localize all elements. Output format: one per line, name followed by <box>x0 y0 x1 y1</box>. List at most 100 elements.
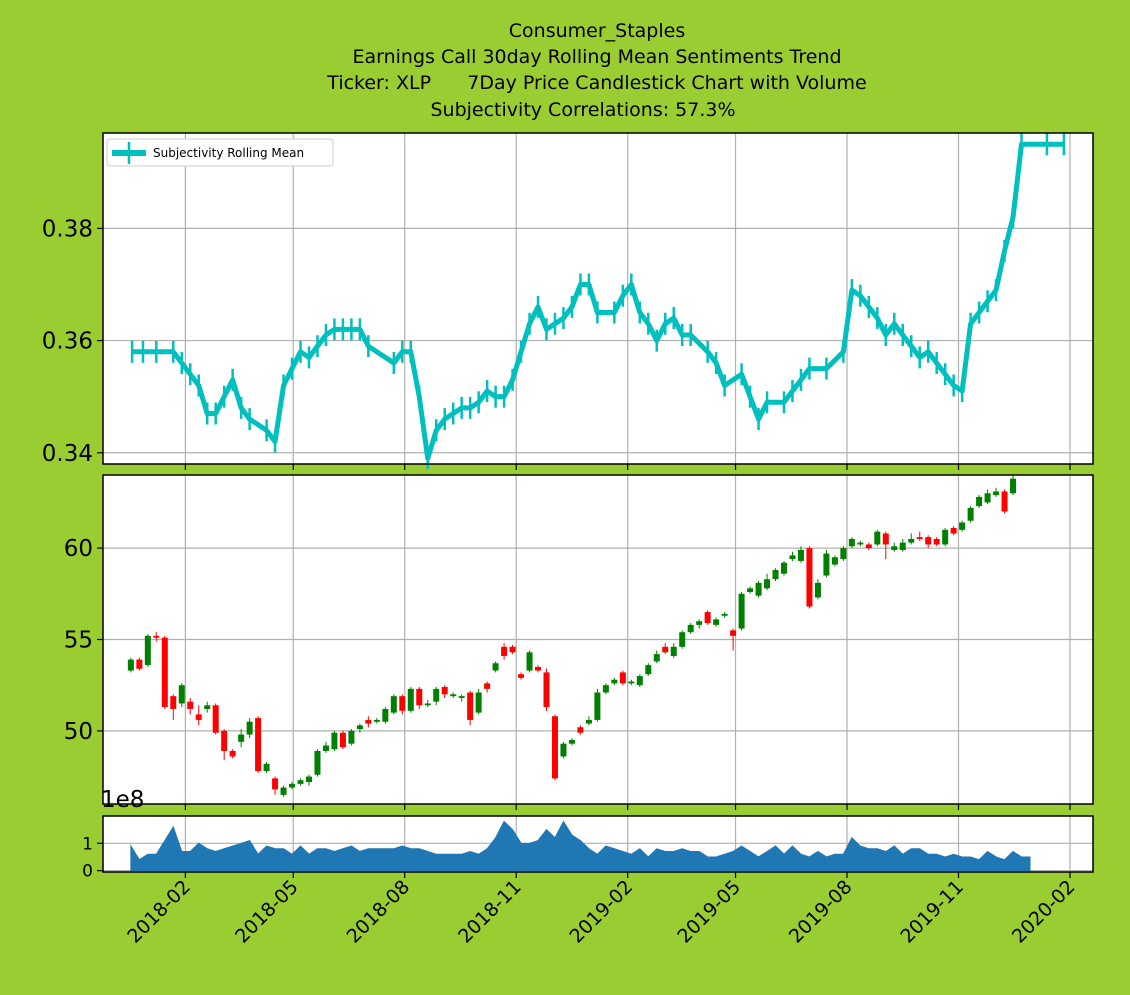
sentiment-y-tick-label: 0.36 <box>42 329 93 355</box>
sentiment-panel: 0.34 0.36 0.38 <box>42 132 1094 470</box>
x-tick-label: 2018-05 <box>231 876 303 948</box>
candle-body <box>653 654 660 662</box>
candle-body <box>670 646 677 656</box>
candle-body <box>331 732 338 750</box>
title-line-4: Subjectivity Correlations: 57.3% <box>430 99 735 121</box>
candle-body <box>161 637 168 708</box>
candle-body <box>874 531 881 545</box>
candle-body <box>772 570 779 580</box>
candle-body <box>899 542 906 550</box>
sentiment-plot-area <box>103 133 1093 464</box>
candle-body <box>416 688 423 706</box>
x-tick-label: 2020-02 <box>1008 876 1080 948</box>
candle-body <box>450 694 457 697</box>
legend-label: Subjectivity Rolling Mean <box>153 146 304 160</box>
candle-body <box>797 549 804 561</box>
x-axis: 2018-02 2018-05 2018-08 2018-11 2019-02 2019-… <box>123 876 1079 948</box>
candle-body <box>1010 478 1017 494</box>
candle-body <box>747 588 754 592</box>
candle-body <box>289 783 296 788</box>
candle-body <box>407 688 414 711</box>
candle-body <box>280 787 287 795</box>
candle-body <box>950 528 957 534</box>
candle-body <box>501 646 508 656</box>
candle-body <box>127 659 134 671</box>
candle-body <box>764 579 771 589</box>
volume-exponent-label: 1e8 <box>101 787 144 813</box>
candle-body <box>628 681 635 684</box>
candle-body <box>560 743 567 757</box>
candle-body <box>424 703 431 706</box>
candle-body <box>509 646 516 653</box>
candle-body <box>806 548 813 607</box>
candle-body <box>636 676 643 686</box>
candle-body <box>882 533 889 545</box>
legend-box <box>106 138 334 167</box>
candle-body <box>314 750 321 775</box>
candle-body <box>204 705 211 709</box>
x-tick-label: 2018-08 <box>343 876 415 948</box>
x-tick-label: 2018-11 <box>454 876 526 948</box>
price-y-tick-label: 50 <box>64 719 93 745</box>
candle-body <box>730 630 737 636</box>
volume-panel: 01 <box>82 815 1094 882</box>
figure-title: Consumer_Staples Earnings Call 30day Rol… <box>326 20 866 121</box>
candle-body <box>221 730 228 751</box>
candle-body <box>993 491 1000 496</box>
candle-body <box>492 663 499 671</box>
sentiment-y-tick-label: 0.34 <box>42 441 93 467</box>
x-tick-label: 2018-02 <box>123 876 195 948</box>
candle-body <box>399 696 406 711</box>
candle-body <box>238 734 245 742</box>
candle-body <box>543 672 550 708</box>
candle-body <box>518 674 525 678</box>
candle-body <box>585 719 592 724</box>
candle-body <box>339 732 346 748</box>
volume-y-tick-label: 0 <box>82 862 93 882</box>
volume-y-tick-label: 1 <box>82 834 93 854</box>
candle-body <box>356 725 363 730</box>
candle-body <box>1001 491 1008 512</box>
candle-body <box>551 716 558 779</box>
x-tick-label: 2019-05 <box>673 876 745 948</box>
candle-body <box>178 685 185 704</box>
candle-body <box>704 612 711 624</box>
candle-body <box>679 632 686 647</box>
x-tick-label: 2019-08 <box>785 876 857 948</box>
candle-body <box>255 718 262 772</box>
candle-body <box>602 685 609 693</box>
title-line-1: Consumer_Staples <box>509 20 685 42</box>
candle-body <box>976 496 983 507</box>
candle-body <box>373 719 380 722</box>
candle-body <box>865 544 872 549</box>
candle-body <box>322 745 329 751</box>
candle-body <box>263 763 270 772</box>
price-y-tick-label: 55 <box>64 628 93 654</box>
candle-body <box>823 553 830 576</box>
sentiment-frame <box>102 132 1094 465</box>
candle-body <box>577 727 584 733</box>
candle-body <box>458 696 465 698</box>
volume-frame <box>102 815 1094 873</box>
volume-area <box>130 820 1031 872</box>
candle-body <box>348 730 355 744</box>
candle-body <box>925 537 932 545</box>
candle-body <box>645 665 652 675</box>
candle-body <box>297 780 304 784</box>
candle-body <box>467 692 474 720</box>
candle-body <box>619 672 626 684</box>
candle-body <box>568 740 575 744</box>
price-y-tick-label: 60 <box>64 536 93 562</box>
candle-body <box>433 688 440 702</box>
candle-body <box>229 750 236 757</box>
title-line-3: Ticker: XLP 7Day Price Candlestick Chart… <box>326 72 866 94</box>
candle-body <box>484 683 491 689</box>
candle-body <box>696 621 703 625</box>
candle-body <box>441 687 448 695</box>
candle-body <box>662 646 669 653</box>
candle-body <box>959 522 966 530</box>
candle-body <box>136 659 143 669</box>
candle-body <box>272 778 279 790</box>
x-tick-label: 2019-11 <box>896 876 968 948</box>
candle-body <box>713 619 720 625</box>
